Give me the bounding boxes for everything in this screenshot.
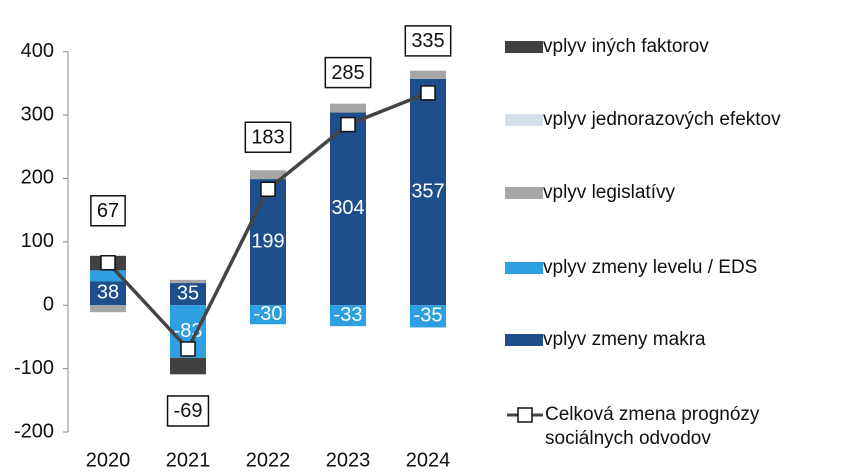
legend-swatch [505,262,543,274]
data-label: 38 [97,281,119,303]
bar-segment [90,281,126,306]
legend-entry: vplyv legislatívy [505,181,845,205]
bar-segment [170,283,206,306]
bar-segment [90,270,126,282]
total-value: 183 [251,127,284,149]
bar-segment [330,305,366,327]
y-tick-label: 400 [21,40,54,62]
bar-segment [250,305,286,325]
x-tick-label: 2024 [406,449,451,471]
total-label: -69 [166,395,210,427]
x-tick-label: 2023 [326,449,371,471]
data-label: -35 [414,305,443,327]
bar-segment [170,279,206,284]
bar-segment [410,78,446,306]
data-label: -33 [334,304,363,326]
total-value: 335 [411,30,444,52]
label-box [166,395,210,427]
legend-entry: vplyv zmeny makra [505,328,845,352]
line-marker [340,116,356,133]
data-label: 357 [411,180,444,202]
bar-segment [90,305,126,313]
label-box [90,195,126,227]
legend-label: vplyv jednorazových efektov [543,109,781,130]
total-label: 335 [404,25,452,57]
y-tick-label: 0 [43,294,54,316]
x-tick-label: 2021 [166,449,211,471]
legend-entry: Celková zmena prognózy sociálnych odvodo… [505,403,845,451]
y-tick-label: 300 [21,103,54,125]
bar-segment [170,357,206,375]
total-label: 285 [324,56,372,89]
line-marker [260,181,276,197]
x-tick-label: 2022 [246,449,291,471]
y-tick-label: 200 [21,167,54,189]
legend-label: vplyv legislatívy [543,182,675,203]
y-tick-label: -100 [14,357,54,379]
bar-segment [250,170,286,180]
bar-segment [410,305,446,328]
legend-label: vplyv iných faktorov [543,36,709,57]
bar-segment [330,112,366,306]
bar-segment [330,103,366,113]
y-tick-label: -200 [14,420,54,442]
legend-label: Celková zmena prognózy sociálnych odvodo… [545,404,760,449]
x-tick-label: 2020 [86,449,131,471]
label-box [404,25,452,57]
legend-swatch [505,187,543,199]
line-marker [100,255,116,271]
data-label: 35 [177,282,199,304]
legend-label: vplyv zmeny levelu / EDS [543,257,758,278]
legend-entry: vplyv zmeny levelu / EDS [505,256,845,280]
data-label: 304 [331,197,364,219]
bar-segment [250,179,286,306]
legend-swatch [505,41,543,53]
data-label: 199 [251,230,284,252]
y-tick-label: 100 [21,230,54,252]
total-label: 67 [90,195,126,227]
total-value: 67 [97,200,119,222]
total-label: 183 [244,121,292,153]
legend-entry: vplyv iných faktorov [505,35,845,59]
legend-swatch [505,114,543,126]
line-marker [420,85,436,101]
chart: -200-1000100200300400202038202135-832022… [14,25,452,471]
data-label: -30 [254,303,283,325]
label-box [324,56,372,89]
bar-segment [410,70,446,79]
label-box [244,121,292,153]
legend-entry: vplyv jednorazových efektov [505,108,845,132]
total-value: -69 [174,400,203,422]
legend-label: vplyv zmeny makra [543,329,706,350]
line-marker [180,341,196,357]
total-value: 285 [331,62,364,84]
legend-swatch [507,407,543,423]
legend-swatch [505,334,543,346]
